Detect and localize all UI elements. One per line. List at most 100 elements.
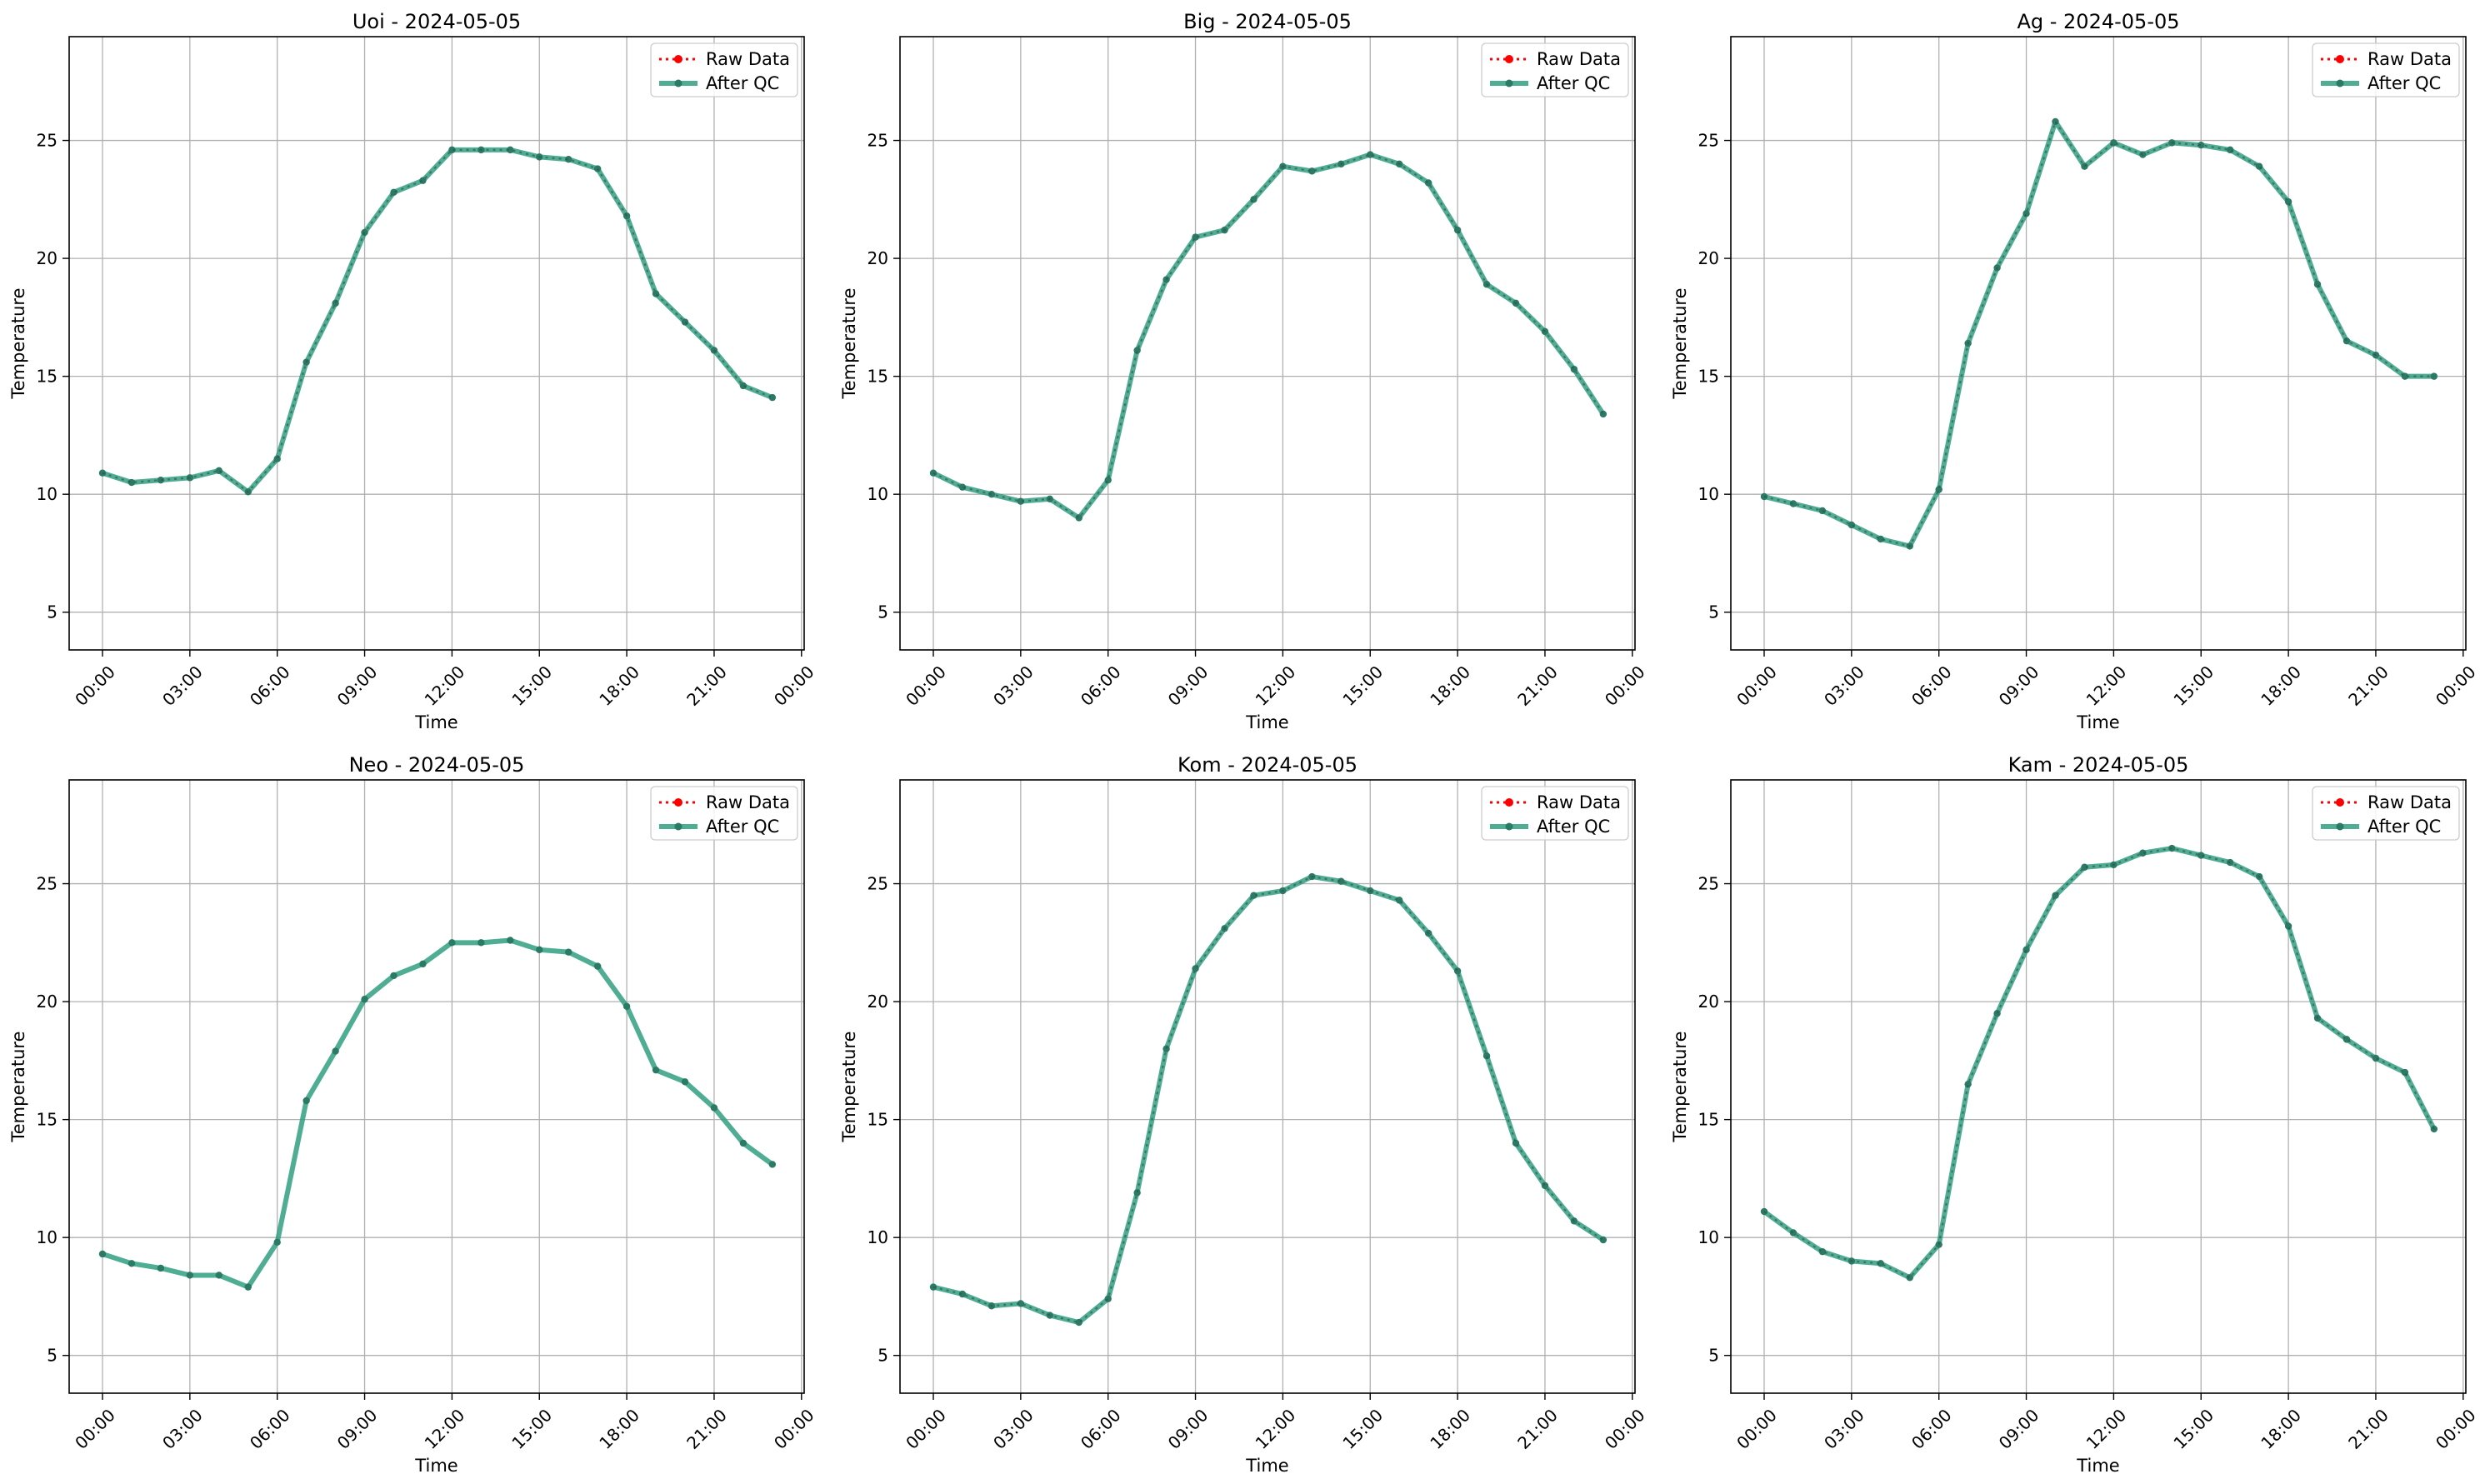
x-tick-label: 00:00 (71, 662, 119, 710)
subplot-title: Ag - 2024-05-05 (2017, 10, 2179, 33)
after-qc-point (1964, 1080, 1972, 1088)
after-qc-point (2139, 849, 2147, 857)
after-qc-line (1763, 118, 2434, 549)
x-tick-label: 21:00 (1513, 662, 1562, 710)
after-qc-line (102, 147, 773, 495)
x-tick-label: 12:00 (1252, 1405, 1300, 1453)
y-tick-label: 25 (1698, 874, 1719, 894)
x-tick-label: 09:00 (1164, 662, 1212, 710)
y-axis-label: Temperature (839, 287, 859, 399)
x-tick-label: 12:00 (421, 662, 469, 710)
legend-raw-marker (2336, 55, 2344, 63)
legend-raw-label: Raw Data (706, 792, 790, 812)
y-tick-label: 5 (1708, 1346, 1719, 1366)
after-qc-point (419, 177, 427, 184)
after-qc-point (448, 939, 456, 947)
after-qc-point (1789, 500, 1798, 507)
after-qc-point (2022, 210, 2030, 217)
subplot-title: Kam - 2024-05-05 (2008, 753, 2189, 777)
x-tick-label: 03:00 (158, 662, 207, 710)
x-tick-label: 21:00 (682, 662, 731, 710)
x-tick-label: 15:00 (1338, 662, 1387, 710)
y-tick-label: 15 (37, 1110, 58, 1130)
after-qc-point (128, 1260, 136, 1267)
legend-raw-label: Raw Data (1537, 49, 1621, 69)
subplot-title: Kom - 2024-05-05 (1178, 753, 1358, 777)
after-qc-point (622, 212, 631, 220)
legend-qc-label: After QC (706, 73, 779, 93)
y-tick-label: 20 (37, 248, 58, 268)
x-tick-label: 09:00 (333, 1405, 382, 1453)
x-tick-label: 06:00 (1908, 662, 1956, 710)
after-qc-point (1877, 1260, 1884, 1267)
x-tick-label: 03:00 (1820, 662, 1868, 710)
raw-data-line (932, 153, 1604, 519)
legend-raw-marker (1505, 798, 1513, 807)
y-tick-label: 25 (868, 874, 888, 894)
after-qc-point (2342, 337, 2351, 345)
legend-qc-label: After QC (1537, 817, 1610, 837)
x-tick-label: 00:00 (2432, 662, 2480, 710)
legend-qc-label: After QC (1537, 73, 1610, 93)
raw-data-line (1763, 847, 2435, 1279)
after-qc-point (958, 1290, 967, 1298)
x-tick-label: 18:00 (2257, 1405, 2305, 1453)
x-tick-label: 09:00 (333, 662, 382, 710)
subplot: 00:00 03:00 06:00 09:00 12:00 15:00 18:00 21:00… (839, 753, 1649, 1476)
after-qc-point (2022, 946, 2030, 954)
legend: Raw Data After QC (650, 42, 798, 97)
after-qc-point (739, 1139, 748, 1147)
after-qc-point (157, 1264, 165, 1272)
after-qc-point (1250, 892, 1258, 899)
legend-qc-label: After QC (2368, 817, 2441, 837)
x-tick-label: 18:00 (2257, 662, 2305, 710)
after-qc-point (128, 478, 136, 487)
raw-data-line (1763, 119, 2434, 547)
after-qc-point (507, 937, 514, 944)
y-tick-label: 10 (37, 484, 58, 504)
y-tick-label: 15 (1698, 367, 1719, 387)
after-qc-point (273, 455, 281, 462)
after-qc-point (2284, 922, 2292, 930)
grid (1731, 780, 2466, 1393)
x-tick-label: 03:00 (1820, 1405, 1868, 1453)
x-tick-label: 06:00 (1077, 1405, 1125, 1453)
after-qc-point (1338, 877, 1345, 885)
grid (69, 37, 804, 650)
y-tick-label: 15 (868, 367, 888, 387)
legend: Raw Data After QC (1481, 786, 1629, 841)
after-qc-point (536, 946, 543, 954)
legend-raw-marker (674, 55, 682, 63)
after-qc-point (1104, 1295, 1112, 1302)
after-qc-point (1789, 1229, 1798, 1237)
after-qc-point (2401, 1068, 2409, 1077)
y-axis-label: Temperature (839, 1031, 859, 1142)
x-tick-label: 12:00 (2082, 662, 2131, 710)
x-axis-label: Time (414, 1456, 458, 1476)
after-qc-line (1762, 846, 2437, 1281)
after-qc-point (1541, 1182, 1549, 1190)
subplot-title: Neo - 2024-05-05 (349, 753, 525, 777)
after-qc-point (681, 1078, 689, 1086)
after-qc-point (1482, 1052, 1491, 1060)
legend-qc-label: After QC (2368, 73, 2441, 93)
axes-frame (68, 779, 805, 1394)
after-qc-point (768, 1161, 777, 1168)
y-axis-label: Temperature (1670, 1031, 1690, 1142)
legend-qc-marker (2336, 79, 2344, 87)
x-tick-label: 00:00 (2432, 1405, 2480, 1453)
x-tick-label: 09:00 (1164, 1405, 1212, 1453)
x-tick-label: 09:00 (1995, 1405, 2043, 1453)
legend-raw-marker (2336, 798, 2344, 807)
legend: Raw Data After QC (1481, 42, 1629, 97)
x-tick-label: 15:00 (508, 662, 556, 710)
x-tick-label: 21:00 (1513, 1405, 1562, 1453)
y-tick-label: 5 (47, 602, 58, 622)
y-tick-label: 25 (37, 874, 58, 894)
after-qc-point (1162, 1045, 1170, 1052)
y-tick-label: 5 (878, 1346, 888, 1366)
y-tick-label: 20 (37, 992, 58, 1012)
after-qc-point (768, 393, 777, 402)
after-qc-point (681, 318, 689, 326)
grid (1731, 37, 2466, 650)
